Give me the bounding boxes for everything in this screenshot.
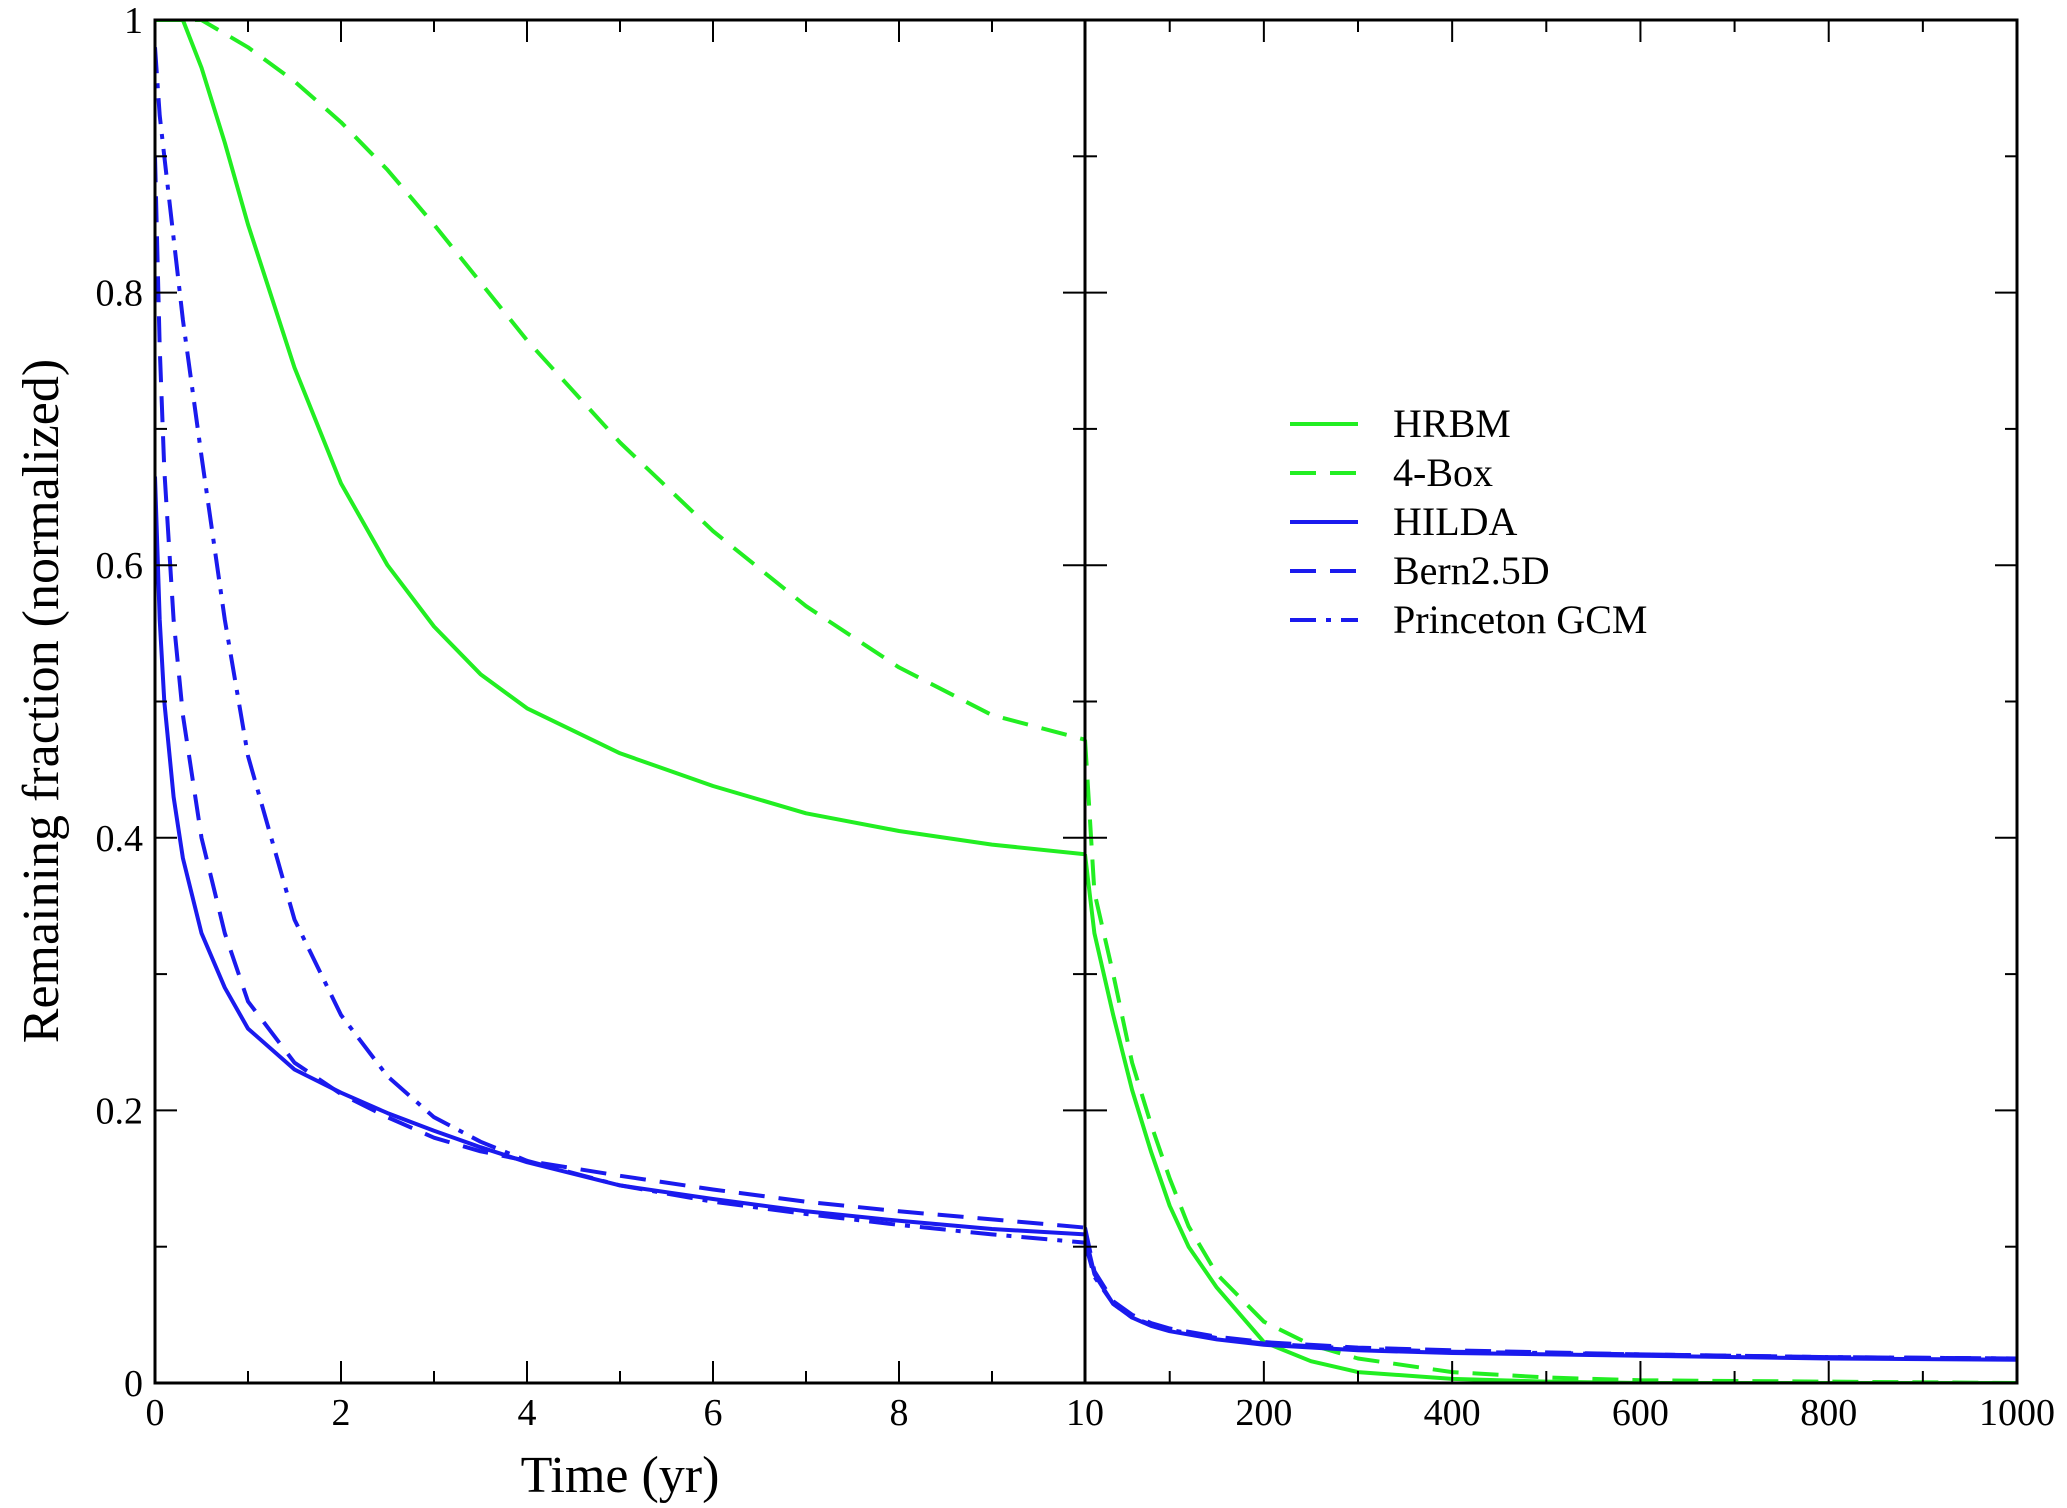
legend-label: Princeton GCM: [1393, 597, 1647, 642]
x-tick-label: 800: [1800, 1392, 1857, 1434]
x-tick-label: 8: [890, 1392, 909, 1434]
x-tick-label: 1000: [1979, 1392, 2055, 1434]
x-axis-title: Time (yr): [521, 1447, 720, 1504]
y-tick-label: 0.4: [96, 818, 144, 860]
x-tick-label: 2: [332, 1392, 351, 1434]
legend-label: HILDA: [1393, 499, 1518, 544]
legend-label: 4-Box: [1393, 450, 1493, 495]
y-tick-label: 0.2: [96, 1090, 144, 1132]
legend-label: HRBM: [1393, 401, 1511, 446]
y-tick-label: 1: [124, 0, 143, 42]
x-tick-label: 600: [1612, 1392, 1669, 1434]
y-tick-label: 0: [124, 1363, 143, 1405]
y-tick-label: 0.6: [96, 545, 144, 587]
y-axis-title: Remaining fraction (normalized): [13, 359, 70, 1043]
series-line-princeton-gcm-short: [155, 47, 1085, 1245]
series-line-bern2-5d-short: [155, 156, 1085, 1230]
series-line-hilda-short: [155, 476, 1085, 1237]
series-line-hrbm-long: [1085, 853, 2017, 1383]
series-line-4-box-short: [155, 20, 1085, 742]
series-line-4-box-long: [1085, 739, 2017, 1383]
series-line-princeton-gcm-long: [1085, 1242, 2017, 1361]
x-tick-label: 400: [1424, 1392, 1481, 1434]
x-tick-label: 0: [146, 1392, 165, 1434]
x-tick-label: 10: [1066, 1392, 1104, 1434]
legend-label: Bern2.5D: [1393, 548, 1550, 593]
y-tick-label: 0.8: [96, 273, 144, 315]
x-tick-label: 6: [704, 1392, 723, 1434]
x-tick-label: 4: [518, 1392, 537, 1434]
x-tick-label: 200: [1235, 1392, 1292, 1434]
series-line-hrbm-short: [155, 20, 1085, 857]
